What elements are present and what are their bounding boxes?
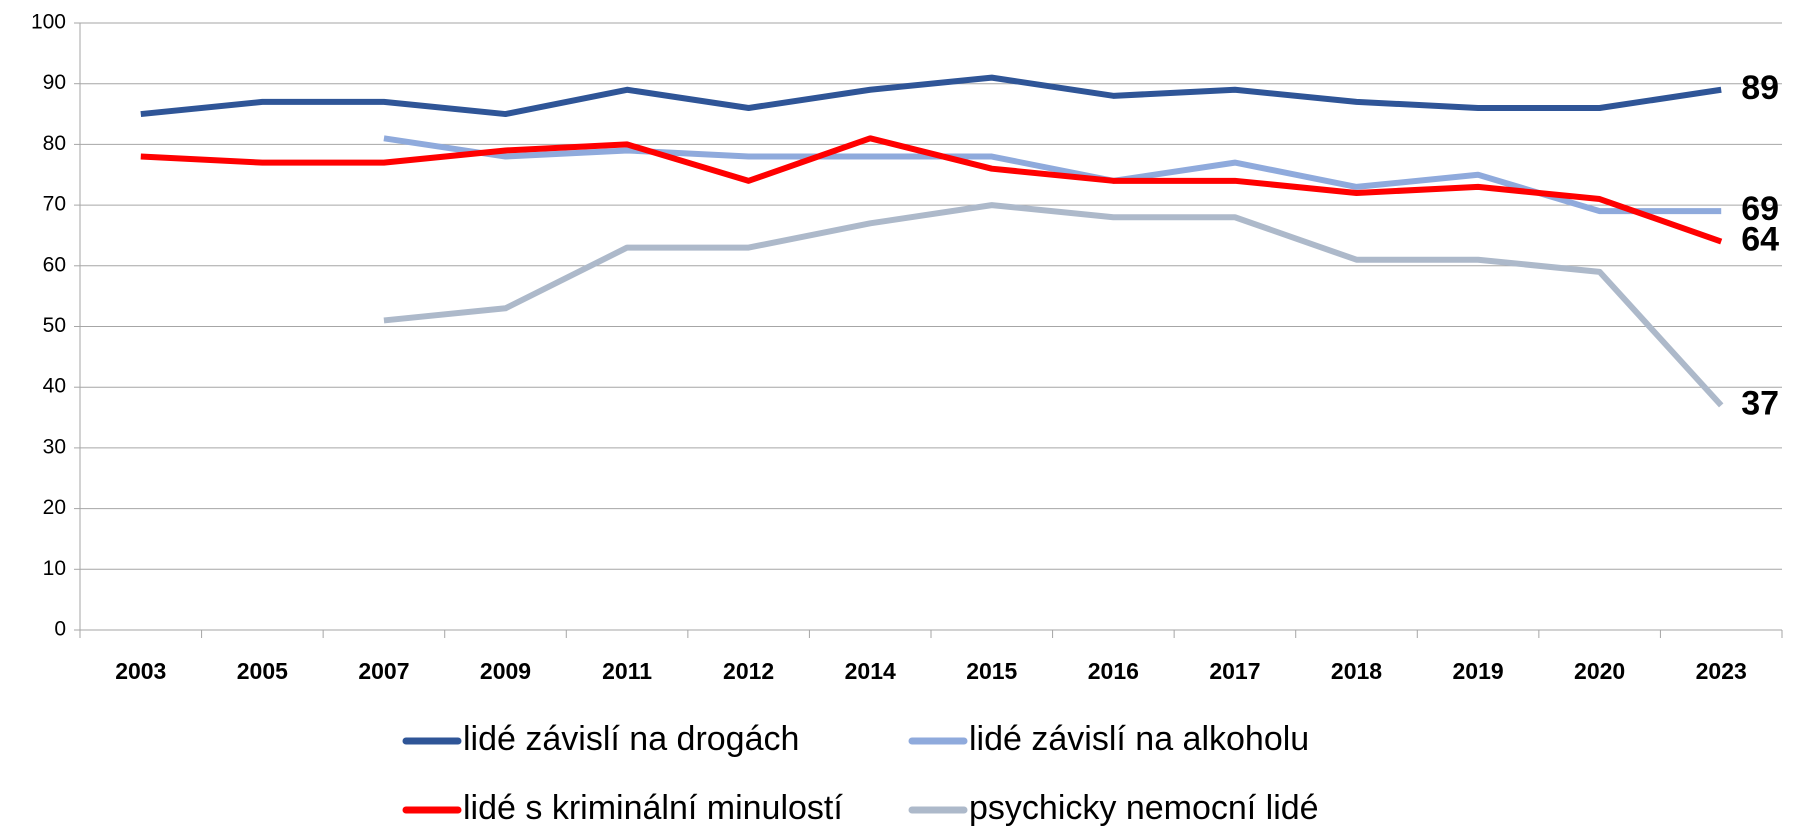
series-line [140,74,1722,118]
x-tick-label: 2007 [358,658,409,684]
y-tick-label: 0 [54,618,66,641]
y-tick-label: 70 [43,193,66,216]
legend-label: psychicky nemocní lidé [969,789,1319,827]
y-tick-label: 10 [43,557,66,580]
y-tick-label: 80 [43,132,66,155]
data-label: 64 [1741,221,1779,259]
legend-label: lidé závislí na alkoholu [969,720,1309,758]
series-line [140,135,1723,245]
x-tick-label: 2018 [1331,658,1382,684]
legend-label: lidé závislí na drogách [463,720,799,758]
y-tick-label: 90 [43,71,66,94]
x-tick-label: 2005 [237,658,288,684]
y-tick-label: 60 [43,253,66,276]
x-tick-label: 2017 [1209,658,1260,684]
x-tick-label: 2020 [1574,658,1625,684]
data-label: 89 [1741,69,1779,107]
x-tick-label: 2015 [966,658,1017,684]
x-tick-label: 2014 [845,658,896,684]
series-line [383,202,1724,408]
x-tick-label: 2016 [1088,658,1139,684]
x-tick-label: 2019 [1452,658,1503,684]
series-line [383,135,1722,215]
y-tick-label: 40 [43,375,66,398]
data-label: 37 [1741,384,1779,422]
data-label: 69 [1741,190,1779,228]
x-tick-label: 2009 [480,658,531,684]
x-tick-label: 2011 [602,658,652,684]
x-tick-label: 2012 [723,658,774,684]
y-tick-label: 100 [31,11,66,34]
legend-label: lidé s kriminální minulostí [463,789,843,827]
y-tick-label: 50 [43,314,66,337]
y-tick-label: 20 [43,496,66,519]
x-tick-label: 2003 [115,658,166,684]
y-tick-label: 30 [43,435,66,458]
x-tick-label: 2023 [1696,658,1747,684]
